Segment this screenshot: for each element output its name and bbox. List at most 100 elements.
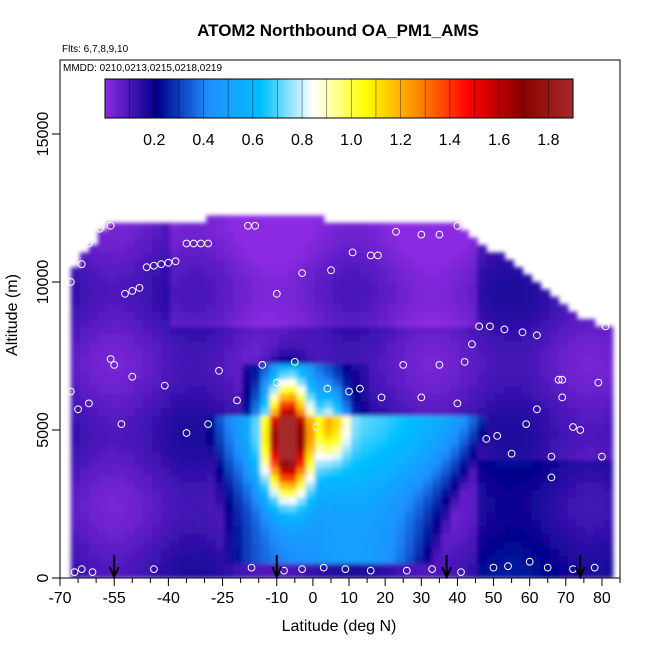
colorbar-swatch xyxy=(257,79,261,118)
heatmap-cell xyxy=(143,541,153,549)
colorbar-swatch xyxy=(188,79,192,118)
heatmap-cell xyxy=(125,437,135,446)
heatmap-cell xyxy=(143,230,153,239)
heatmap-cell xyxy=(549,311,560,320)
heatmap-cell xyxy=(531,363,542,372)
heatmap-cell xyxy=(377,378,388,387)
heatmap-cell xyxy=(576,319,587,327)
heatmap-cell xyxy=(260,474,271,483)
colorbar-swatch xyxy=(467,79,470,118)
heatmap-cell xyxy=(513,481,524,490)
heatmap-cell xyxy=(423,504,433,512)
heatmap-cell xyxy=(278,245,289,253)
heatmap-cell xyxy=(332,356,343,364)
heatmap-cell xyxy=(486,304,496,313)
heatmap-cell xyxy=(441,518,451,527)
heatmap-cell xyxy=(495,304,505,313)
heatmap-cell xyxy=(260,393,271,401)
heatmap-cell xyxy=(332,459,343,468)
colorbar-swatch xyxy=(405,79,409,118)
heatmap-cell xyxy=(468,385,478,394)
heatmap-cell xyxy=(540,385,551,394)
heatmap-cell xyxy=(459,393,469,401)
heatmap-cell xyxy=(215,422,225,431)
heatmap-cell xyxy=(513,422,524,431)
heatmap-cell xyxy=(522,348,533,357)
heatmap-cell xyxy=(468,526,478,535)
heatmap-cell xyxy=(125,496,135,505)
heatmap-cell xyxy=(97,407,108,416)
heatmap-cell xyxy=(477,326,487,335)
heatmap-cell xyxy=(179,252,189,261)
heatmap-cell xyxy=(224,311,235,320)
heatmap-cell xyxy=(251,356,262,364)
heatmap-cell xyxy=(188,459,198,468)
heatmap-cell xyxy=(278,237,289,246)
flight-point xyxy=(493,432,502,440)
heatmap-cell xyxy=(323,385,334,394)
heatmap-cell xyxy=(170,430,180,438)
colorbar-swatch xyxy=(472,79,475,118)
x-tick-label: -55 xyxy=(103,590,126,607)
heatmap-cell xyxy=(603,533,614,542)
heatmap-cell xyxy=(323,504,334,512)
heatmap-cell xyxy=(70,555,81,564)
heatmap-cell xyxy=(432,341,442,350)
heatmap-cell xyxy=(197,555,207,564)
heatmap-cell xyxy=(477,267,487,276)
heatmap-cell xyxy=(350,570,361,578)
colorbar-swatch xyxy=(388,79,392,118)
heatmap-cell xyxy=(441,444,451,453)
heatmap-cell xyxy=(296,282,307,290)
heatmap-cell xyxy=(558,400,569,409)
heatmap-cell xyxy=(468,237,478,246)
heatmap-cell xyxy=(414,526,424,535)
heatmap-cell xyxy=(405,400,415,409)
heatmap-cell xyxy=(305,548,316,557)
heatmap-cell xyxy=(305,326,316,335)
heatmap-cell xyxy=(332,267,343,276)
heatmap-cell xyxy=(251,370,262,379)
heatmap-cell xyxy=(206,282,216,290)
heatmap-cell xyxy=(314,548,325,557)
colorbar-swatch xyxy=(228,79,232,118)
heatmap-cell xyxy=(161,437,171,446)
heatmap-cell xyxy=(495,437,505,446)
heatmap-cell xyxy=(260,222,271,231)
heatmap-cell xyxy=(224,348,235,357)
heatmap-cell xyxy=(459,289,469,298)
heatmap-cell xyxy=(423,304,433,313)
heatmap-cell xyxy=(296,393,307,401)
heatmap-cell xyxy=(368,422,379,431)
heatmap-cell xyxy=(278,222,289,231)
heatmap-cell xyxy=(468,304,478,313)
heatmap-cell xyxy=(278,289,289,298)
heatmap-cell xyxy=(368,496,379,505)
colorbar-swatch xyxy=(193,79,197,118)
heatmap-cell xyxy=(513,489,524,498)
x-tick-label: 40 xyxy=(449,590,467,607)
heatmap-cell xyxy=(296,237,307,246)
heatmap-cell xyxy=(215,467,225,475)
colorbar-tick-label: 0.6 xyxy=(242,132,264,149)
heatmap-cell xyxy=(477,526,487,535)
heatmap-cell xyxy=(314,541,325,549)
heatmap-cell xyxy=(170,437,180,446)
heatmap-cell xyxy=(233,230,244,239)
heatmap-cell xyxy=(79,370,90,379)
heatmap-cell xyxy=(215,274,225,283)
heatmap-cell xyxy=(504,541,515,549)
flight-point xyxy=(402,566,411,575)
colorbar-swatch xyxy=(186,79,190,118)
heatmap-cell xyxy=(350,541,361,549)
heatmap-cell xyxy=(477,444,487,453)
heatmap-cell xyxy=(522,422,533,431)
heatmap-cell xyxy=(197,548,207,557)
heatmap-cell xyxy=(359,570,370,578)
heatmap-cell xyxy=(260,563,271,572)
heatmap-cell xyxy=(477,489,487,498)
heatmap-cell xyxy=(594,481,605,490)
heatmap-cell xyxy=(396,400,406,409)
flight-point xyxy=(85,239,93,248)
heatmap-cell xyxy=(432,319,442,327)
